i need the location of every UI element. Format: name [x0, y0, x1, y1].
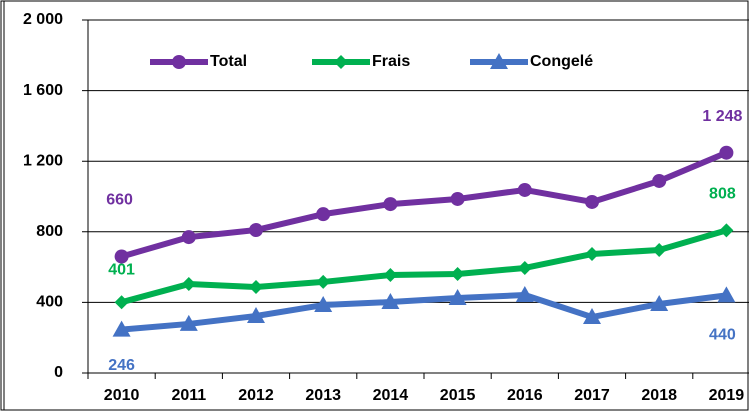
marker: [249, 280, 263, 295]
marker: [112, 320, 131, 337]
marks: [112, 145, 736, 337]
marker: [383, 197, 398, 212]
marker: [450, 191, 465, 206]
legend-item: Total: [150, 53, 247, 70]
marker: [247, 306, 265, 323]
legend-label: Congelé: [530, 53, 593, 70]
marker: [316, 274, 331, 289]
marker: [517, 260, 532, 275]
legend-item: Frais: [312, 53, 410, 70]
y-tick-label: 1 200: [23, 152, 63, 169]
marker: [717, 286, 736, 303]
marker: [448, 288, 467, 305]
marker: [316, 207, 331, 222]
marker: [652, 173, 667, 188]
y-tick-label: 400: [36, 294, 63, 311]
series-line: [121, 291, 727, 333]
marker: [650, 294, 669, 311]
x-tick-label: 2010: [104, 387, 140, 404]
marker: [114, 249, 129, 264]
marker: [179, 314, 198, 331]
marker: [585, 247, 599, 262]
x-tick-label: 2019: [709, 387, 745, 404]
x-tick-label: 2011: [171, 387, 206, 404]
legend-label: Frais: [372, 53, 410, 70]
marker: [172, 55, 186, 69]
x-tick-label: 2018: [641, 387, 677, 404]
marker: [585, 194, 599, 209]
marker: [381, 293, 400, 310]
marker: [249, 223, 263, 238]
marker: [450, 266, 465, 281]
series-line: [120, 227, 728, 306]
marker: [652, 242, 667, 257]
y-tick-label: 2 000: [23, 11, 63, 28]
y-tick-label: 800: [36, 223, 63, 240]
data-label: 1 248: [702, 108, 742, 125]
legend-item: Congelé: [470, 53, 593, 70]
data-label: 808: [709, 186, 736, 203]
series-line: [120, 149, 728, 260]
x-tick-label: 2015: [440, 387, 476, 404]
x-tick-label: 2014: [373, 387, 409, 404]
marker: [383, 268, 398, 283]
marker: [490, 53, 508, 69]
data-label: 401: [108, 261, 135, 278]
marker: [181, 230, 196, 245]
marker: [181, 277, 196, 292]
y-tick-label: 1 600: [23, 82, 63, 99]
marker: [583, 308, 601, 325]
marker: [334, 55, 348, 69]
marker: [719, 223, 734, 238]
x-tick-label: 2016: [507, 387, 543, 404]
marker: [515, 285, 534, 302]
marker: [719, 145, 734, 160]
data-label: 246: [108, 357, 135, 374]
data-label: 660: [106, 192, 133, 209]
marker: [517, 182, 532, 197]
marker: [114, 295, 129, 310]
y-tick-label: 0: [54, 364, 63, 381]
data-label: 440: [709, 327, 736, 344]
x-tick-label: 2012: [238, 387, 274, 404]
x-tick-label: 2013: [305, 387, 341, 404]
legend-label: Total: [210, 53, 247, 70]
marker: [314, 296, 333, 313]
x-tick-label: 2017: [574, 387, 610, 404]
